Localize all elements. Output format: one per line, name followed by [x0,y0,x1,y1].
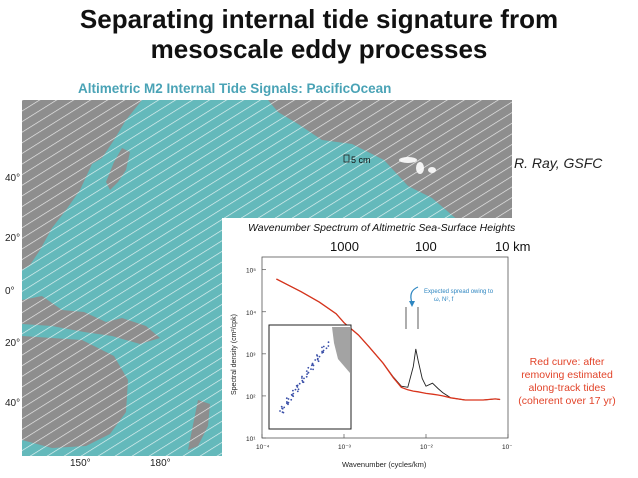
lat-label: 20° [5,233,21,244]
inset-track-point [325,347,328,350]
inset-track-point [312,364,315,367]
inset-track-point [301,377,303,379]
inset-track-point [327,345,330,347]
inset-track-point [321,346,323,349]
inset-track-point [290,398,293,401]
inset-track-point [314,359,317,361]
inset-track-point [318,355,321,358]
note-line: (coherent over 17 yr) [518,395,616,407]
inset-track-point [287,403,289,406]
x-tick-label: 10⁻² [420,444,434,451]
inset-track-point [286,401,288,403]
inset-track-point [282,411,285,414]
inset-track-point [307,366,310,369]
inset-track-point [322,349,325,352]
inset-track-point [322,345,325,348]
inset-track-point [321,350,323,353]
inset-map [268,324,352,430]
lon-label: 150° [70,458,91,469]
inset-track-point [292,392,295,395]
inset-track-point [281,407,283,410]
inset-track-point [310,368,312,370]
note-line: along-track tides [528,382,606,394]
spread-arrow [410,286,419,304]
inset-track-point [305,375,308,378]
inset-track-point [317,360,320,363]
y-tick-label: 10⁵ [246,268,256,275]
great-lakes [399,157,436,174]
x-tick-label: 10⁻¹ [502,444,512,451]
inset-track-point [283,406,286,409]
inset-track-point [279,410,281,412]
km-tick: 1000 [330,239,359,254]
lon-label: 180° [150,458,171,469]
spectrum-chart: 10⁵ 10⁴ 10³ 10² 10¹ 10⁻⁴ 10⁻³ 10⁻² 10⁻¹ Expecte… [231,256,512,469]
red-curve-note: Red curve: after removing estimated alon… [506,356,628,408]
inset-track-point [305,370,308,372]
inset-track-point [290,393,293,396]
lat-label: 40° [5,173,21,184]
inset-track-point [292,389,294,392]
inset-track-point [306,373,308,375]
x-tick-label: 10⁻³ [338,444,352,451]
inset-track-point [301,379,304,382]
spread-arrowhead [409,301,415,307]
plot-frame [261,256,509,439]
inset-track-point [285,397,288,400]
x-axis-label: Wavenumber (cycles/km) [342,460,427,469]
inset-track-point [297,388,300,391]
x-tick-label: 10⁻⁴ [256,444,270,451]
credit: R. Ray, GSFC [514,155,603,171]
inset-track-point [287,401,290,404]
y-tick-label: 10⁴ [246,310,256,317]
spread-annotation: ω, N², f [434,297,454,303]
map-scale-label: 5 cm [351,155,371,165]
scale-box [343,154,350,163]
inset-track-point [301,375,303,378]
y-tick-label: 10³ [246,352,256,359]
lat-label: 40° [5,398,21,409]
note-line: removing estimated [521,369,613,381]
inset-track-point [296,390,299,393]
inset-track-point [316,357,319,360]
km-tick: 10 km [495,239,531,254]
map-title: Altimetric M2 Internal Tide Signals: Pac… [78,81,392,96]
inset-track-point [327,341,330,344]
note-line: Red curve: after [529,356,605,368]
lat-label: 20° [5,338,21,349]
inset-track-point [303,377,305,380]
inset-track-point [298,382,301,385]
corrected-spectrum-line [276,278,501,401]
inset-track-point [312,368,314,371]
slide-title-line-2: mesoscale eddy processes [150,34,488,64]
inset-track-point [294,388,297,391]
inset-track-point [280,405,283,408]
spread-annotation: Expected spread owing to [424,289,494,295]
y-axis-label: Spectral density (cm²/cpk) [231,314,238,395]
inset-track-point [311,363,314,366]
inset-track-point [302,381,304,383]
lat-label: 0° [5,286,15,297]
inset-track-point [316,355,319,357]
slide-title: Separating internal tide signature from … [0,4,638,64]
inset-track-point [307,371,310,374]
y-tick-label: 10² [246,394,256,401]
y-tick-label: 10¹ [246,436,256,443]
km-tick: 100 [415,239,437,254]
inset-track-point [296,386,299,388]
inset-track-point [287,398,290,400]
spectrum-title: Wavenumber Spectrum of Altimetric Sea-Su… [248,222,516,234]
slide-title-line-1: Separating internal tide signature from [79,4,559,34]
